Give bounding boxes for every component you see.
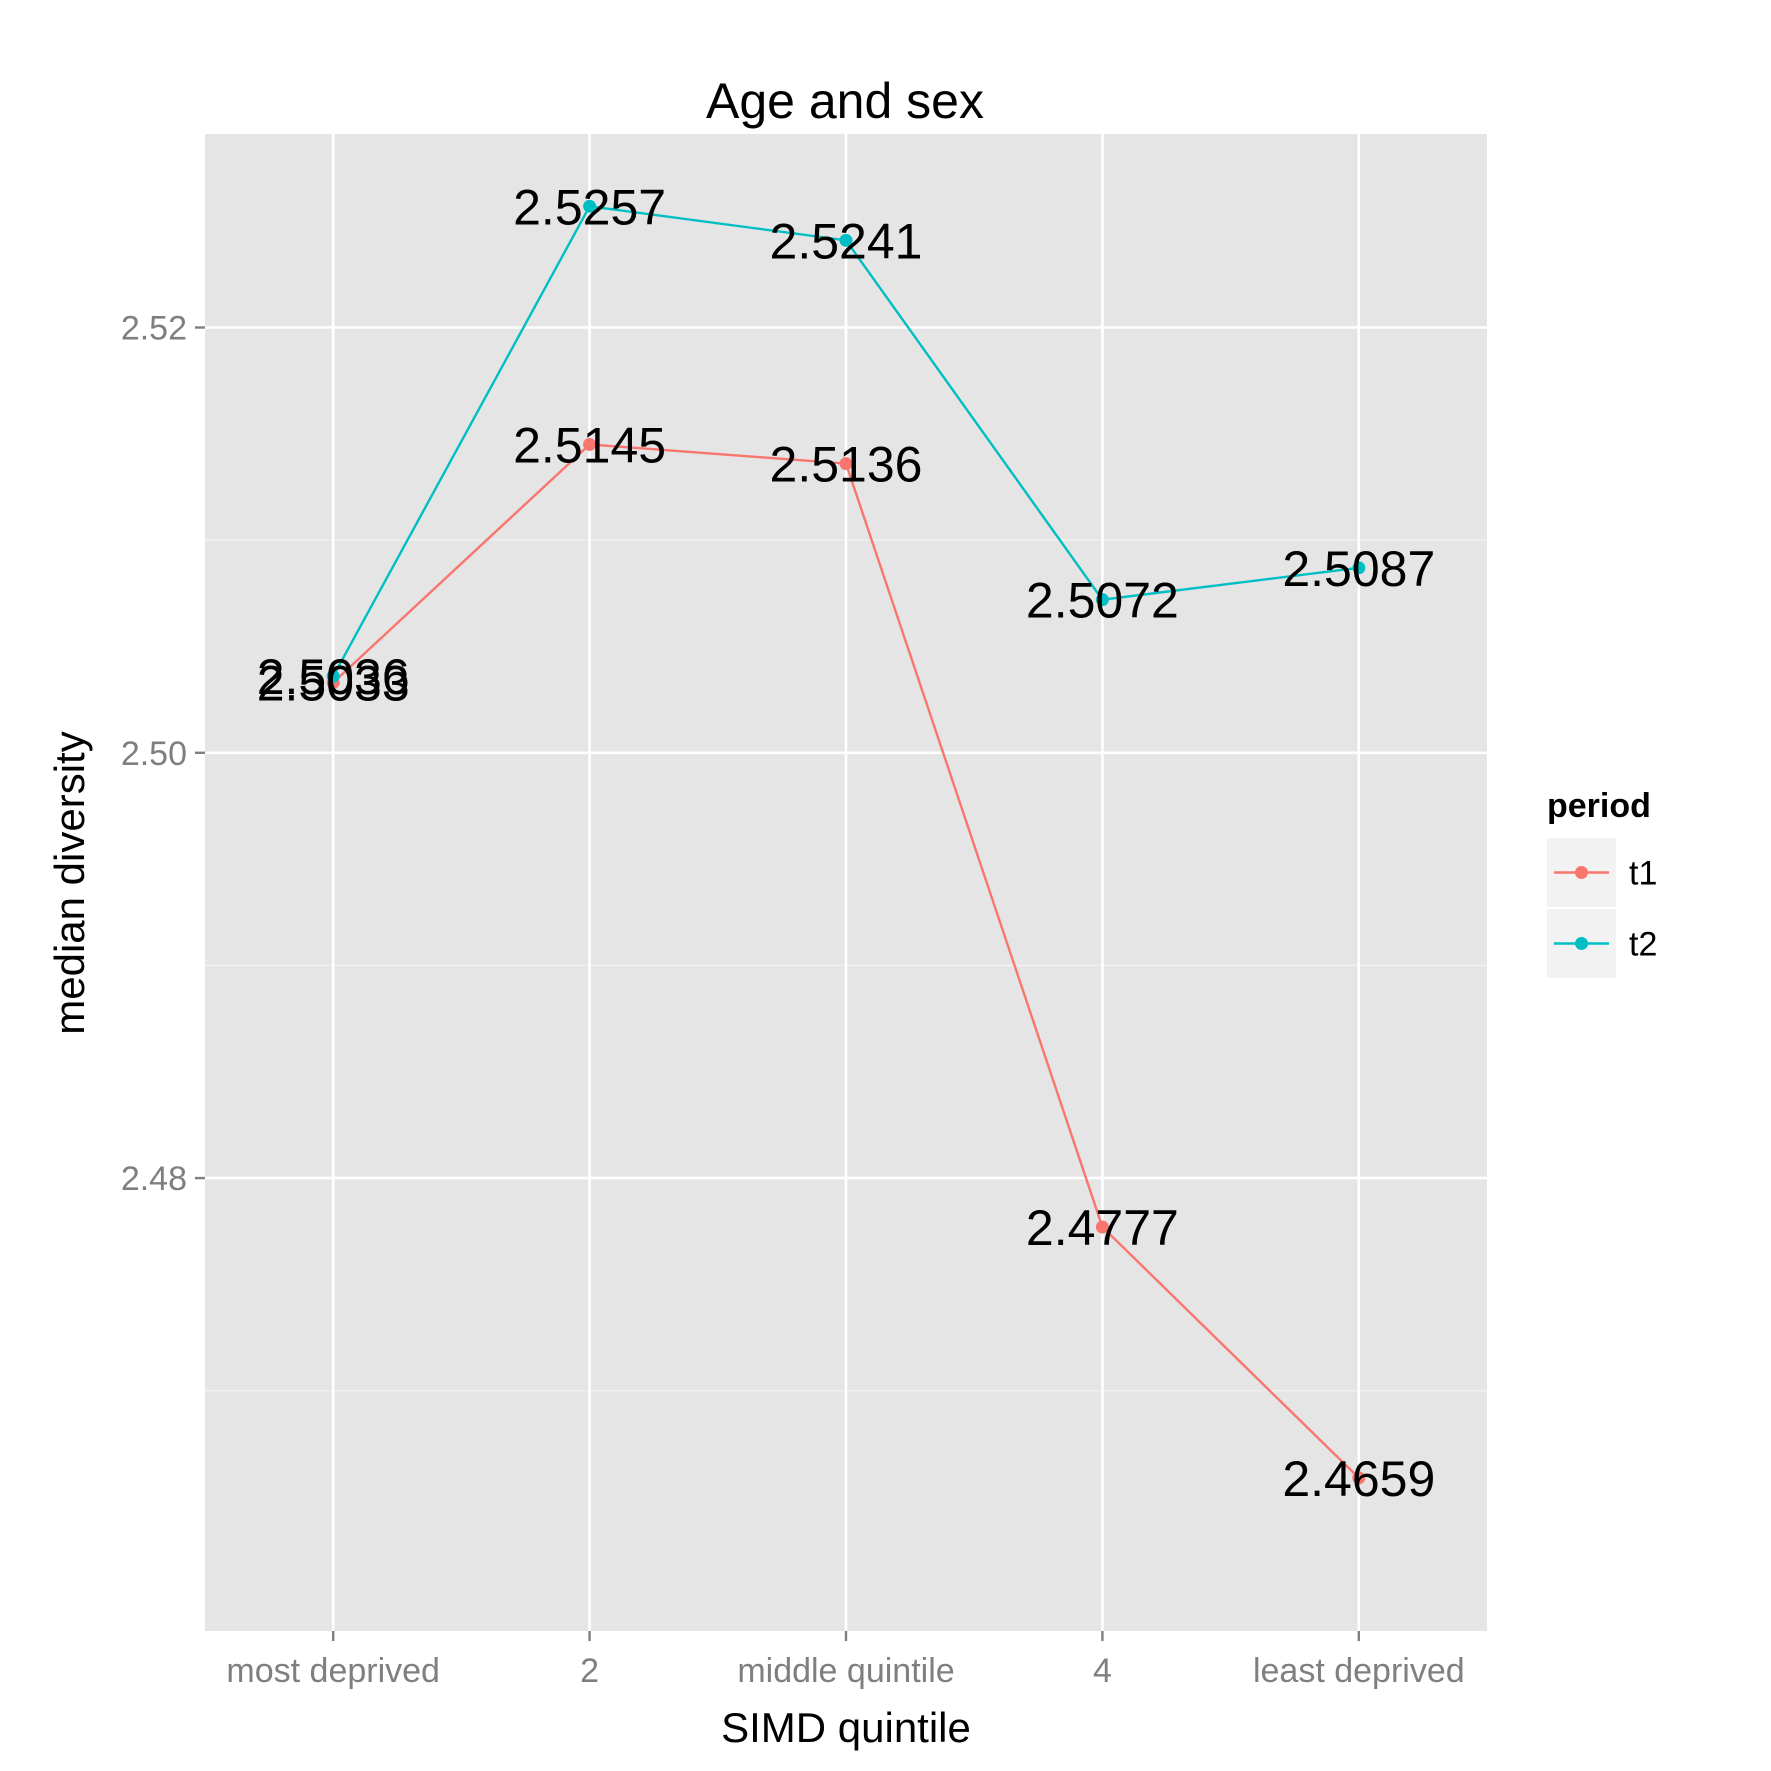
x-tick-label: most deprived <box>226 1652 440 1690</box>
data-point-t2 <box>839 233 853 247</box>
data-point-t1 <box>1095 1220 1109 1234</box>
data-label-t2: 2.5257 <box>513 179 666 235</box>
data-label-t2: 2.5072 <box>1026 573 1179 629</box>
y-axis-title: median diversity <box>46 731 93 1034</box>
data-label-t1: 2.4777 <box>1026 1200 1179 1256</box>
x-axis-title: SIMD quintile <box>721 1704 971 1751</box>
legend-label: t1 <box>1629 855 1657 893</box>
data-point-t1 <box>839 457 853 471</box>
data-label-t1: 2.5136 <box>770 437 923 493</box>
x-tick-label: middle quintile <box>737 1652 954 1690</box>
data-point-t2 <box>1352 561 1366 575</box>
axes: 2.48 2.50 2.52 most deprived 2 middle quintil… <box>121 310 1465 1690</box>
y-tick-label: 2.52 <box>121 310 187 348</box>
grid-lines <box>205 134 1487 1631</box>
x-tick-label: 4 <box>1093 1652 1112 1690</box>
data-label-t2: 2.5036 <box>257 649 410 705</box>
y-tick-label: 2.50 <box>121 735 187 773</box>
data-point-t2 <box>583 199 597 213</box>
data-label-t1: 2.5145 <box>513 417 666 473</box>
data-label-t2: 2.5087 <box>1282 541 1435 597</box>
data-point-t2 <box>1095 593 1109 607</box>
data-label-t1: 2.4659 <box>1282 1451 1435 1507</box>
legend-label: t2 <box>1629 926 1657 964</box>
y-tick-label: 2.48 <box>121 1160 187 1198</box>
data-label-t1: 2.5033 <box>257 656 410 712</box>
legend-key-point <box>1575 937 1588 950</box>
data-label-t2: 2.5241 <box>770 213 923 269</box>
data-point-t1 <box>583 437 597 451</box>
legend-title: period <box>1547 787 1651 825</box>
data-point-t1 <box>1352 1471 1366 1485</box>
chart-title: Age and sex <box>706 73 984 129</box>
data-point-t2 <box>326 669 340 683</box>
legend-key-point <box>1575 866 1588 879</box>
data-labels: 2.5033 2.5145 2.5136 2.4777 2.4659 2.5036 2.52… <box>257 179 1436 1507</box>
x-tick-label: 2 <box>580 1652 599 1690</box>
x-tick-label: least deprived <box>1253 1652 1465 1690</box>
series-layer <box>326 199 1366 1485</box>
legend: period t1 t2 <box>1547 787 1657 978</box>
